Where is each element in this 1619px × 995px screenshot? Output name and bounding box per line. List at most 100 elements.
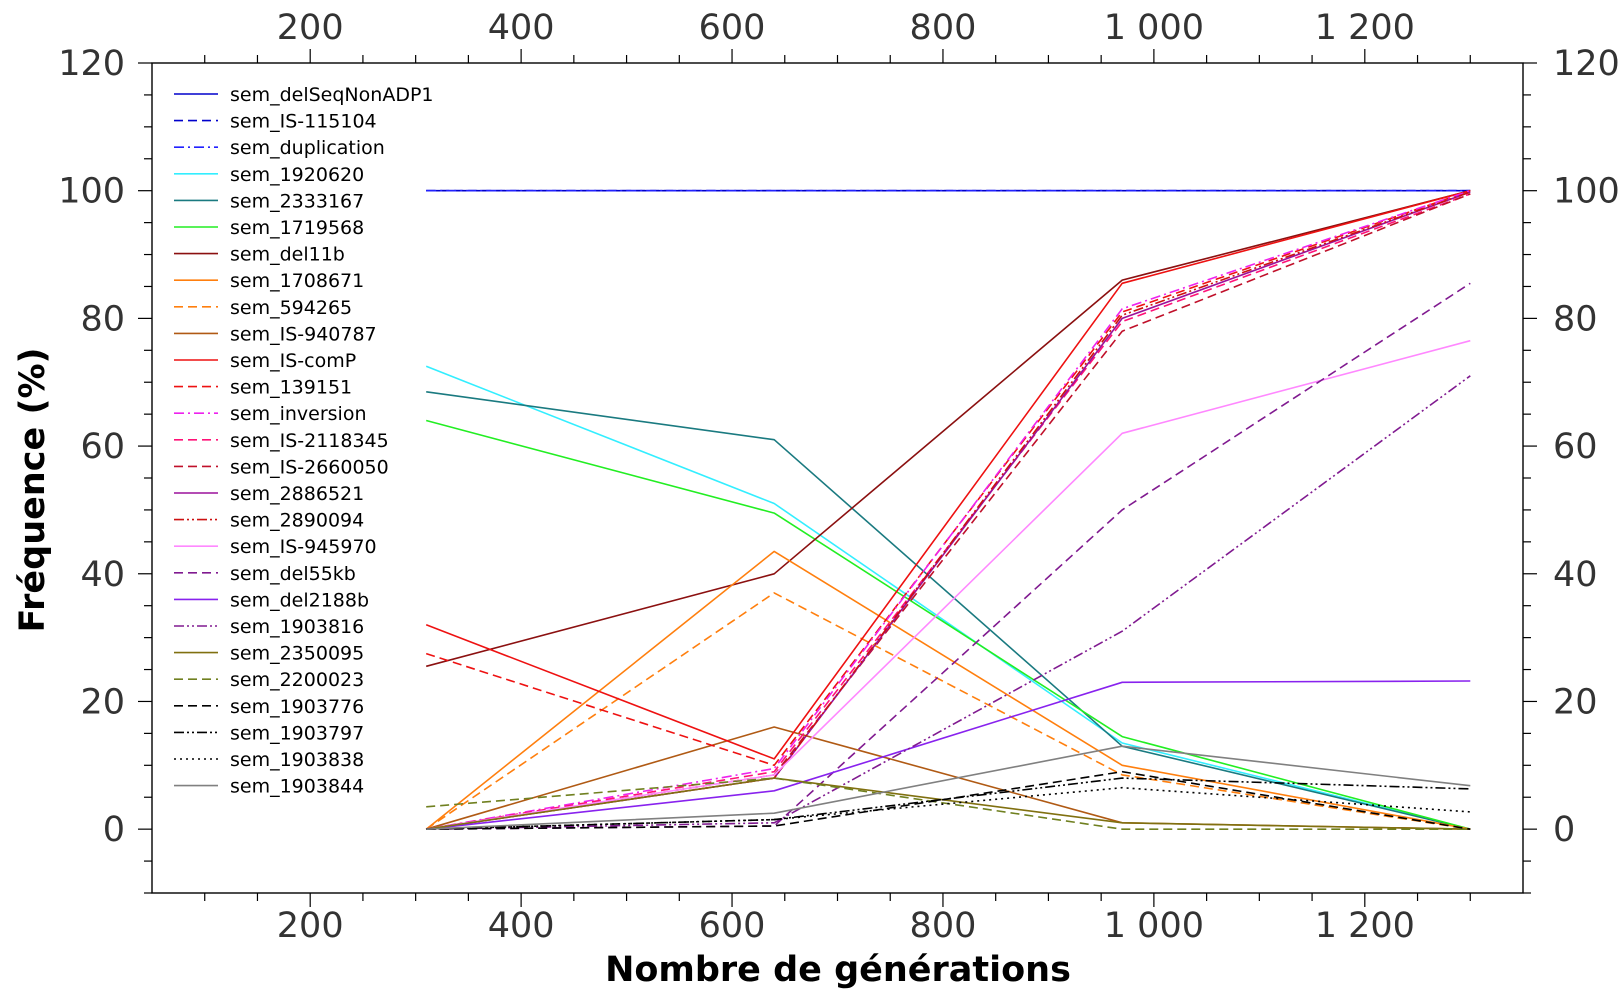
legend-label: sem_inversion: [230, 403, 367, 425]
legend-item: sem_1903838: [174, 749, 364, 771]
y-tick-label-left: 120: [58, 44, 125, 84]
x-tick-label-top: 600: [699, 8, 766, 48]
series-line-sem_1708671: [425, 550, 1471, 830]
legend-item: sem_594265: [174, 297, 352, 319]
legend-item: sem_2886521: [174, 483, 364, 505]
y-tick-label-right: 0: [1553, 810, 1575, 850]
series-line-sem_1903816: [426, 375, 1471, 830]
y-tick-label-right: 40: [1553, 555, 1598, 595]
x-tick-label-bottom: 1 000: [1104, 906, 1204, 946]
legend-item: sem_2333167: [174, 190, 364, 212]
legend-item: sem_2200023: [174, 669, 364, 691]
legend-label: sem_2333167: [230, 190, 364, 212]
series-line-sem_del11b: [425, 189, 1471, 668]
series-line-sem_1920620: [425, 365, 1471, 830]
legend-label: sem_2350095: [230, 643, 364, 665]
y-tick-label-left: 60: [80, 427, 125, 467]
legend-item: sem_1708671: [174, 270, 364, 292]
x-tick-label-bottom: 1 200: [1315, 906, 1415, 946]
series-layer: [425, 189, 1471, 831]
legend-label: sem_IS-115104: [230, 111, 377, 133]
legend-label: sem_IS-940787: [230, 323, 377, 345]
legend-label: sem_IS-2118345: [230, 430, 389, 452]
series-line-sem_IS-945970: [426, 339, 1471, 830]
legend-item: sem_del2188b: [174, 589, 369, 611]
series-line-sem_IS-comP: [425, 189, 1471, 760]
legend-item: sem_1903797: [174, 722, 364, 744]
x-tick-label-top: 800: [910, 8, 977, 48]
legend-label: sem_1903838: [230, 749, 364, 771]
legend-item: sem_1903776: [174, 696, 364, 718]
legend-label: sem_594265: [230, 297, 352, 319]
series-line-sem_1903776: [426, 770, 1471, 830]
x-tick-label-bottom: 800: [910, 906, 977, 946]
legend-label: sem_1903816: [230, 616, 364, 638]
legend-item: sem_IS-945970: [174, 536, 377, 558]
legend-item: sem_delSeqNonADP1: [174, 84, 434, 106]
series-line-sem_2333167: [426, 391, 1471, 830]
legend-item: sem_139151: [174, 377, 352, 399]
series-line-sem_2886521: [426, 191, 1471, 830]
x-tick-label-top: 1 200: [1315, 8, 1415, 48]
series-line-sem_IS-2118345: [426, 193, 1471, 830]
series-line-sem_1903844: [426, 745, 1471, 830]
legend-label: sem_1903844: [230, 776, 364, 798]
y-tick-label-right: 80: [1553, 299, 1598, 339]
legend-item: sem_1920620: [174, 164, 364, 186]
legend-label: sem_duplication: [230, 137, 385, 159]
series-line-sem_2350095: [426, 777, 1471, 830]
series-line-sem_594265: [425, 592, 1471, 830]
series-line-sem_1719568: [425, 419, 1471, 830]
y-tick-label-left: 100: [58, 172, 125, 212]
y-tick-label-right: 100: [1553, 172, 1619, 212]
x-tick-label-bottom: 400: [488, 906, 555, 946]
series-line-sem_del2188b: [426, 680, 1471, 830]
legend-label: sem_2890094: [230, 510, 364, 532]
series-line-sem_inversion: [426, 189, 1471, 830]
y-tick-label-left: 20: [80, 682, 125, 722]
legend-item: sem_2890094: [174, 510, 364, 532]
legend-item: sem_IS-comP: [174, 350, 356, 372]
legend: sem_delSeqNonADP1 sem_IS-115104 sem_duplic…: [174, 84, 434, 798]
legend-label: sem_2886521: [230, 483, 364, 505]
legend-label: sem_2200023: [230, 669, 364, 691]
x-tick-label-top: 400: [488, 8, 555, 48]
legend-item: sem_IS-2118345: [174, 430, 389, 452]
legend-label: sem_delSeqNonADP1: [230, 84, 434, 106]
legend-label: sem_IS-comP: [230, 350, 356, 372]
legend-label: sem_1903797: [230, 722, 364, 744]
legend-label: sem_del2188b: [230, 589, 369, 611]
y-tick-label-left: 80: [80, 299, 125, 339]
legend-label: sem_139151: [230, 377, 352, 399]
legend-item: sem_inversion: [174, 403, 367, 425]
legend-item: sem_duplication: [174, 137, 385, 159]
legend-item: sem_1903816: [174, 616, 364, 638]
legend-item: sem_del11b: [174, 244, 345, 266]
series-line-sem_1903838: [426, 786, 1471, 830]
legend-item: sem_del55kb: [174, 563, 356, 585]
legend-label: sem_1708671: [230, 270, 364, 292]
y-tick-label-right: 120: [1553, 44, 1619, 84]
series-line-sem_139151: [425, 189, 1471, 767]
legend-item: sem_1903844: [174, 776, 364, 798]
legend-item: sem_1719568: [174, 217, 364, 239]
series-line-sem_del55kb: [426, 282, 1471, 830]
y-tick-label-right: 60: [1553, 427, 1598, 467]
legend-item: sem_IS-115104: [174, 111, 377, 133]
legend-label: sem_1920620: [230, 164, 364, 186]
legend-label: sem_IS-2660050: [230, 456, 389, 478]
series-line-sem_IS-940787: [425, 726, 1471, 830]
x-tick-label-bottom: 200: [277, 906, 344, 946]
legend-item: sem_IS-940787: [174, 323, 377, 345]
legend-label: sem_1903776: [230, 696, 364, 718]
x-tick-label-bottom: 600: [699, 906, 766, 946]
legend-label: sem_del11b: [230, 244, 345, 266]
y-tick-label-right: 20: [1553, 682, 1598, 722]
x-tick-label-top: 200: [277, 8, 344, 48]
x-tick-label-top: 1 000: [1104, 8, 1204, 48]
y-tick-label-left: 0: [103, 810, 125, 850]
y-tick-label-left: 40: [80, 555, 125, 595]
y-axis-title: Fréquence (%): [13, 347, 53, 632]
